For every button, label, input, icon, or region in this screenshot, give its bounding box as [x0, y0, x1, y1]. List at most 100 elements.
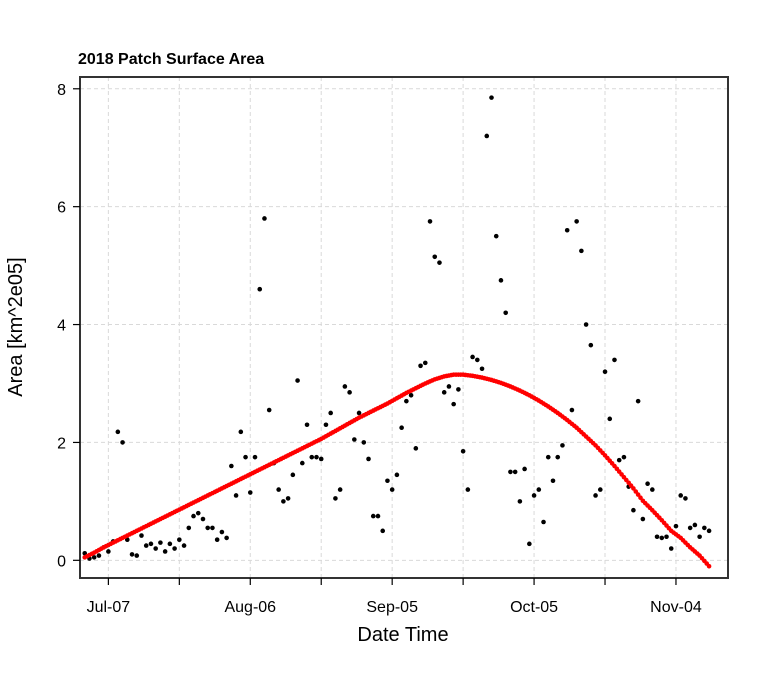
x-tick-label: Aug-06 [224, 599, 276, 616]
observed-point [489, 95, 494, 100]
observed-point [687, 525, 693, 531]
observed-point [555, 454, 561, 460]
observed-point [342, 384, 348, 389]
observed-point [233, 493, 239, 498]
observed-point [262, 216, 267, 221]
observed-point [456, 387, 461, 392]
observed-point [631, 507, 636, 513]
observed-point [328, 410, 333, 416]
observed-point [560, 443, 565, 448]
observed-point [654, 534, 660, 540]
x-axis-label: Date Time [357, 624, 448, 646]
observed-point [153, 546, 158, 551]
x-tick-label: Jul-07 [87, 599, 131, 616]
observed-point [347, 390, 352, 395]
observed-point [309, 454, 315, 460]
observed-point [460, 448, 466, 454]
observed-point [597, 487, 603, 492]
observed-point [399, 425, 404, 431]
observed-point [441, 390, 447, 395]
observed-point [389, 487, 395, 492]
observed-point [564, 227, 570, 233]
observed-point [323, 422, 329, 428]
observed-point [550, 478, 556, 484]
observed-point [337, 487, 343, 492]
observed-point [115, 429, 121, 435]
observed-point [120, 440, 125, 445]
observed-point [238, 429, 244, 435]
observed-point [612, 357, 617, 363]
observed-point [257, 286, 263, 292]
observed-point [143, 543, 149, 548]
observed-point [352, 437, 357, 442]
observed-point [531, 493, 537, 498]
observed-point [432, 254, 438, 260]
observed-point [252, 454, 258, 460]
observed-point [304, 422, 310, 428]
observed-point [650, 487, 655, 492]
observed-point [503, 310, 508, 316]
observed-point [517, 499, 523, 504]
observed-point [621, 454, 627, 460]
observed-point [366, 456, 371, 462]
observed-point [664, 534, 669, 540]
observed-point [498, 278, 504, 283]
y-tick-label: 2 [57, 435, 66, 452]
observed-point [186, 525, 192, 531]
observed-point [522, 466, 527, 472]
observed-point [616, 457, 622, 463]
observed-point [588, 342, 594, 348]
observed-point [139, 533, 144, 538]
observed-point [602, 369, 608, 375]
y-axis-label: Area [km^2e05] [5, 257, 27, 396]
y-tick-label: 6 [57, 200, 66, 217]
observed-point [527, 541, 532, 547]
observed-point [635, 398, 641, 404]
observed-point [276, 487, 281, 492]
observed-point [134, 553, 140, 558]
observed-point [167, 541, 173, 547]
observed-point [593, 493, 598, 498]
observed-point [408, 392, 414, 398]
observed-point [683, 496, 688, 501]
observed-points [82, 95, 712, 561]
observed-point [574, 219, 579, 224]
fitted-point [706, 563, 712, 569]
observed-point [475, 357, 480, 363]
observed-point [295, 378, 300, 383]
observed-point [243, 454, 248, 460]
observed-point [479, 366, 485, 372]
observed-point [300, 460, 305, 466]
plot-frame [79, 76, 729, 579]
observed-point [195, 510, 201, 516]
observed-point [512, 469, 518, 475]
x-tick-label: Nov-04 [650, 599, 702, 616]
observed-point [285, 496, 291, 501]
observed-point [583, 322, 589, 327]
observed-point [413, 446, 419, 451]
observed-point [96, 553, 102, 558]
y-tick-label: 4 [57, 318, 66, 335]
observed-point [385, 478, 390, 484]
x-tick-label: Sep-05 [366, 599, 418, 616]
observed-point [333, 496, 338, 501]
observed-point [162, 549, 168, 554]
observed-point [427, 219, 433, 224]
observed-point [200, 516, 206, 522]
observed-point [678, 493, 684, 498]
observed-point [706, 528, 712, 534]
observed-point [536, 487, 542, 492]
observed-point [380, 528, 386, 534]
x-axis: Jul-07 Aug-06 Sep-05 Oct-05 Nov-04 [87, 578, 702, 616]
observed-point [668, 546, 674, 551]
observed-point [697, 534, 702, 540]
observed-point [394, 472, 400, 478]
observed-point [375, 513, 381, 519]
observed-point [290, 472, 296, 478]
observed-point [465, 487, 471, 492]
observed-point [172, 546, 177, 551]
observed-point [106, 549, 111, 554]
observed-point [493, 233, 499, 239]
observed-point [702, 525, 707, 531]
